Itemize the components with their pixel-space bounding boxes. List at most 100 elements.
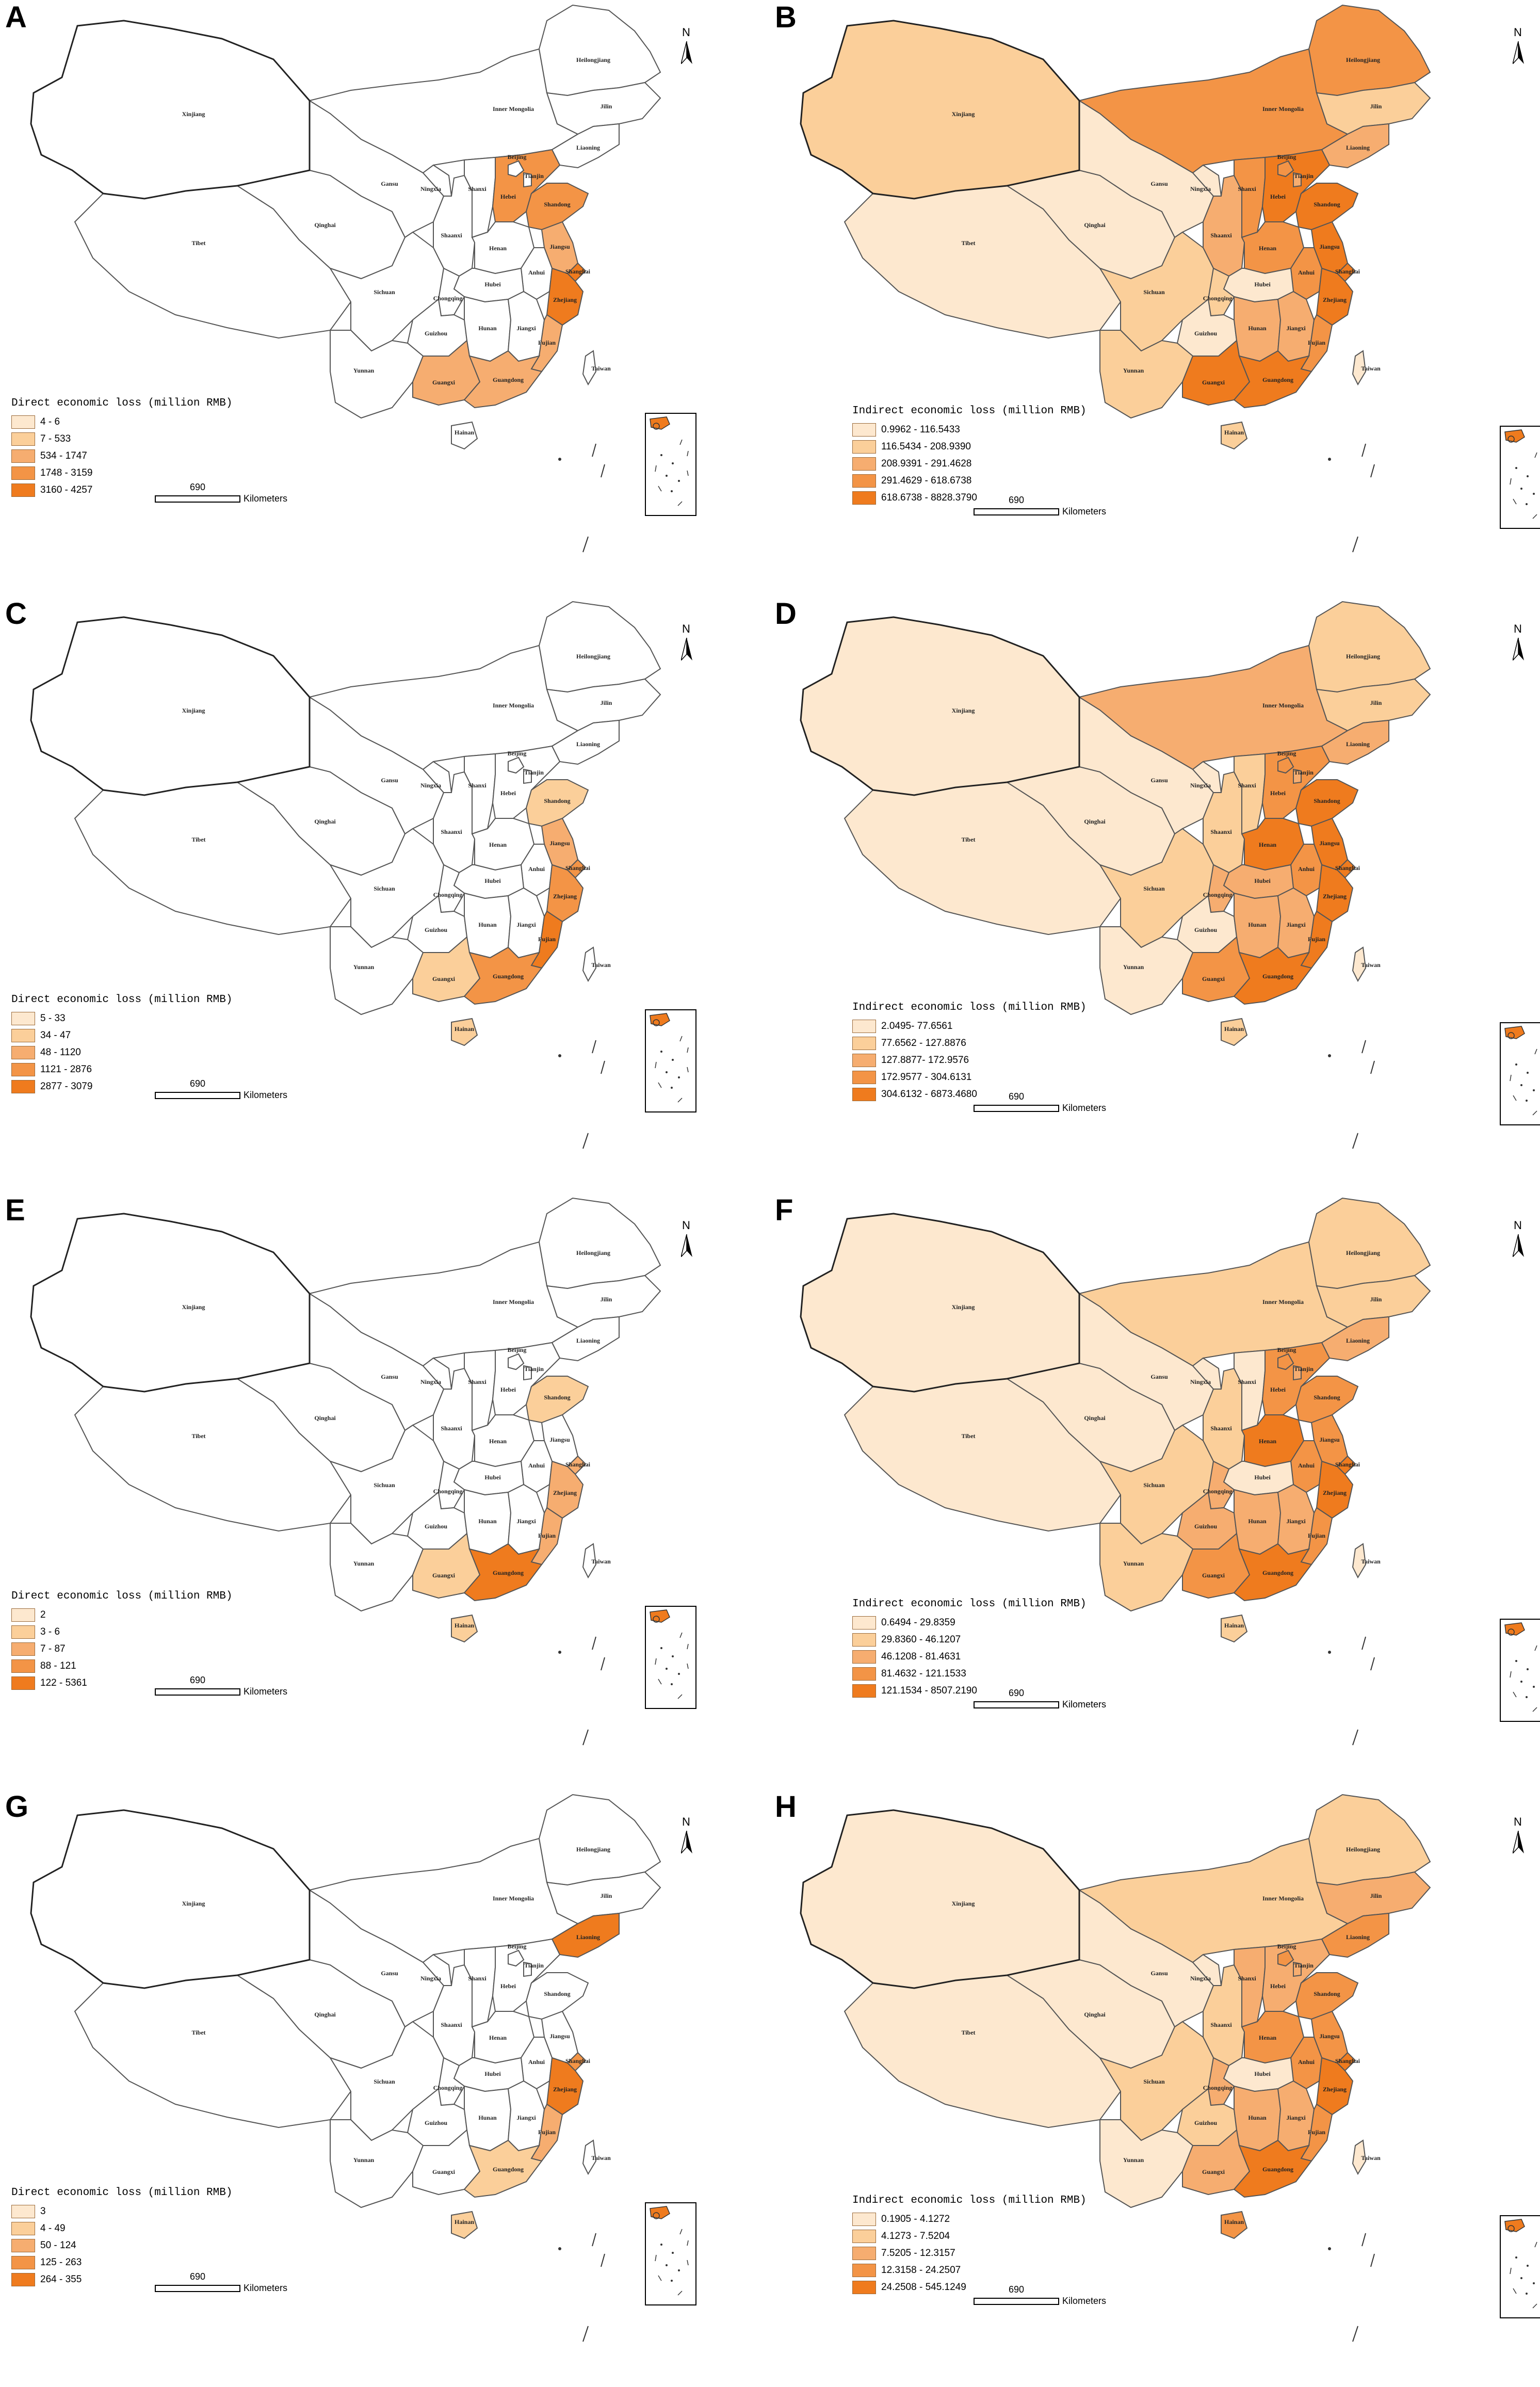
province-label-fujian: Fujian — [538, 2128, 556, 2136]
scale-unit: Kilometers — [1062, 1699, 1107, 1709]
legend-swatch — [11, 1062, 35, 1076]
province-heilongjiang — [1308, 601, 1431, 693]
province-hainan — [451, 421, 478, 450]
province-label-shaanxi: Shaanxi — [1210, 232, 1232, 239]
province-label-tibet: Tibet — [961, 1432, 975, 1440]
province-label-jilin: Jilin — [601, 103, 612, 110]
province-label-hainan: Hainan — [1224, 1622, 1244, 1629]
national-border — [800, 20, 1080, 200]
province-label-yunnan: Yunnan — [353, 963, 375, 971]
province-guangdong — [463, 1543, 543, 1602]
south-china-sea-inset — [1500, 426, 1540, 529]
boundary-dash — [582, 1133, 589, 1149]
legend-label: 24.2508 - 545.1249 — [881, 2281, 966, 2293]
province-label-xinjiang: Xinjiang — [182, 707, 205, 714]
province-label-hunan: Hunan — [1248, 921, 1267, 928]
north-label: N — [1514, 1815, 1522, 1828]
province-label-qinghai: Qinghai — [1084, 818, 1106, 825]
scale-unit: Kilometers — [244, 1090, 288, 1100]
province-guangdong — [1233, 2139, 1312, 2198]
province-label-heilongjiang: Heilongjiang — [576, 1846, 610, 1853]
boundary-dash — [1352, 1133, 1358, 1149]
province-label-hainan: Hainan — [455, 1025, 474, 1033]
province-label-jilin: Jilin — [601, 1296, 612, 1303]
legend-label: 7.5205 - 12.3157 — [881, 2247, 955, 2259]
boundary-dash — [601, 1657, 605, 1671]
province-label-heilongjiang: Heilongjiang — [576, 653, 610, 660]
province-label-guangxi: Guangxi — [1202, 1572, 1225, 1579]
province-label-shanxi: Shanxi — [468, 782, 487, 789]
province-label-fujian: Fujian — [1308, 339, 1325, 346]
province-tianjin — [1293, 768, 1302, 784]
boundary-dash — [582, 1729, 589, 1746]
legend-swatch — [852, 457, 876, 471]
legend-item: 4 - 49 — [11, 2220, 232, 2237]
boundary-dash — [1361, 2233, 1366, 2247]
legend-label: 3 — [40, 2205, 46, 2217]
province-label-jiangxi: Jiangxi — [516, 325, 536, 332]
legend-item: 88 - 121 — [11, 1657, 232, 1674]
province-label-zhejiang: Zhejiang — [553, 1489, 577, 1496]
province-beijing — [1277, 1353, 1294, 1370]
map-panel-c: Heilongjiang Jilin Liaoning Inner Mongolia X… — [0, 596, 770, 1193]
province-ningxia — [422, 164, 452, 197]
province-label-shandong: Shandong — [1314, 1394, 1340, 1401]
province-label-jiangsu: Jiangsu — [549, 2033, 570, 2040]
province-label-guangdong: Guangdong — [493, 973, 524, 980]
province-taiwan — [1352, 946, 1367, 982]
legend-swatch — [11, 1608, 35, 1622]
province-shandong — [1295, 1972, 1359, 2020]
boundary-dash — [1370, 464, 1375, 478]
boundary-dash — [601, 1060, 605, 1074]
south-china-sea-inset — [1500, 1619, 1540, 1722]
province-label-taiwan: Taiwan — [591, 1558, 611, 1565]
province-label-chongqing: Chongqing — [433, 891, 463, 898]
legend-label: 2877 - 3079 — [40, 1080, 93, 1092]
boundary-dash — [601, 464, 605, 478]
legend: Indirect economic loss (million RMB) 2.04… — [852, 1002, 1087, 1103]
province-label-sichuan: Sichuan — [374, 2078, 395, 2085]
legend-label: 304.6132 - 6873.4680 — [881, 1088, 977, 1100]
national-border — [30, 616, 311, 796]
province-label-hunan: Hunan — [1248, 2114, 1267, 2121]
province-label-shandong: Shandong — [1314, 1990, 1340, 1997]
province-shandong — [525, 1376, 589, 1424]
legend-title: Direct economic loss (million RMB) — [11, 994, 233, 1006]
province-label-jilin: Jilin — [1370, 103, 1382, 110]
province-label-guizhou: Guizhou — [425, 1523, 447, 1530]
province-label-guangdong: Guangdong — [493, 376, 524, 383]
legend-swatch — [852, 491, 876, 505]
province-label-anhui: Anhui — [528, 865, 545, 873]
province-shandong — [1295, 1376, 1359, 1424]
province-label-guangdong: Guangdong — [493, 2166, 524, 2173]
boundary-dash — [1370, 2253, 1375, 2267]
legend-item: 12.3158 - 24.2507 — [852, 2262, 1087, 2279]
province-label-hunan: Hunan — [478, 921, 497, 928]
province-jilin — [546, 678, 661, 732]
province-label-zhejiang: Zhejiang — [553, 893, 577, 900]
province-hainan — [451, 1614, 478, 1643]
province-label-shaanxi: Shaanxi — [441, 1425, 462, 1432]
legend-item: 3 — [11, 2203, 232, 2220]
province-label-jiangxi: Jiangxi — [516, 921, 536, 928]
province-ningxia — [1192, 761, 1222, 793]
china-map: Heilongjiang Jilin Liaoning Inner Mongolia X… — [800, 4, 1431, 553]
legend-item: 264 - 355 — [11, 2271, 232, 2288]
province-ningxia — [1192, 1357, 1222, 1390]
legend-label: 172.9577 - 304.6131 — [881, 1071, 972, 1083]
panel-letter: B — [775, 1, 797, 34]
legend-swatch — [11, 1642, 35, 1656]
legend-label: 1121 - 2876 — [40, 1063, 92, 1075]
legend-swatch — [852, 2229, 876, 2243]
province-label-inner-mongolia: Inner Mongolia — [493, 1895, 534, 1902]
province-label-jilin: Jilin — [601, 1892, 612, 1899]
legend-swatch — [852, 1019, 876, 1033]
province-hainan — [1221, 1018, 1248, 1046]
province-xinjiang — [800, 1213, 1080, 1393]
map-panel-b: Heilongjiang Jilin Liaoning Inner Mongolia X… — [770, 0, 1540, 596]
legend-swatch — [852, 2263, 876, 2277]
province-tianjin — [523, 172, 532, 188]
province-label-ningxia: Ningxia — [420, 1975, 441, 1982]
province-xinjiang — [30, 1213, 310, 1393]
scale-value: 690 — [1009, 495, 1025, 505]
